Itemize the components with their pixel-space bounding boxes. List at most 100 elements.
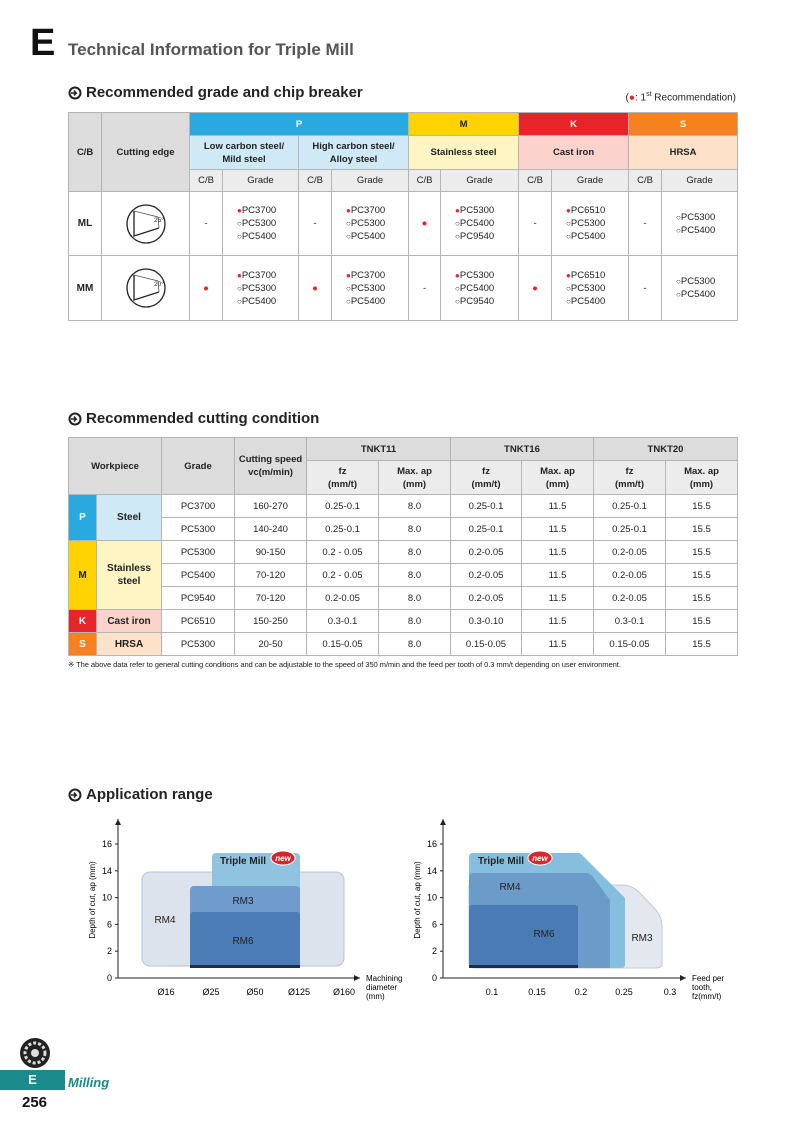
value-cell: 11.5 [521,609,594,633]
cell-line: (mm/t) [614,478,645,490]
grade-cell: ●PC3700 ○PC5300 ○PC5400 [222,191,299,256]
grade-line: ○PC5400 [676,288,737,301]
grade-line: ○PC5400 [566,230,628,243]
cell-line: HRSA [114,638,144,650]
grade-symbol: ○ [676,277,681,286]
grade-cell: ●PC3700 ○PC5300 ○PC5400 [330,191,410,256]
region-label: RM6 [232,936,254,947]
grade-name: PC6510 [570,205,606,216]
cb-mark: - [189,191,223,256]
cb-mark: - [408,255,442,321]
grade-line: ○PC5400 [237,230,298,243]
cb-mark: ● [518,255,553,321]
workpiece-code: M [68,540,97,610]
tool-header: TNKT11 [306,437,451,461]
cell-line: Stainless steel [430,147,497,158]
cell-line: Stainless [107,563,151,574]
value-cell: 0.2 - 0.05 [306,563,379,587]
edge [469,965,578,968]
grade-symbol: ● [566,270,571,280]
grade-line: ○PC5300 [566,282,628,295]
grade-cell: ●PC3700 ○PC5300 ○PC5400 [330,255,410,321]
header-cell: C/B [68,112,102,192]
cell-line: (mm) [402,478,427,490]
value-cell: 0.25-0.1 [450,494,522,518]
value-cell: 15.5 [665,517,738,541]
grade-cell: ●PC5300 ○PC5400 ○PC9540 [440,255,520,321]
grade-table: C/B Cutting edge P M K S Low carbon steel/Mild… [68,112,739,321]
grade-symbol: ○ [455,219,460,228]
sub-header: C/B [518,169,553,192]
data-row: P Steel PC3700 160-270 0.25-0.1 8.0 0.25-0.1 11… [68,494,738,541]
value-cell: PC6510 [161,609,235,633]
grade-symbol: ● [346,270,351,280]
value-cell: 15.5 [665,632,738,656]
x-axis-title: Machining [366,974,402,983]
region-rm6 [190,912,300,968]
value-cell: 160-270 [234,494,307,518]
y-tick-label: 2 [107,946,112,956]
x-axis-title: Feed per [692,974,724,983]
group-header: K [518,112,630,136]
cell-line: (mm/t) [327,478,358,490]
edge-cell: 25° [101,191,190,256]
value-cell: 0.2-0.05 [593,563,666,587]
note: ※ The above data refer to general cuttin… [68,660,621,669]
grade-line: ○PC9540 [455,295,518,308]
grade-name: PC5300 [459,205,495,216]
value-cell: 140-240 [234,517,307,541]
cell-line: Max. ap [684,465,719,477]
header-cell: fz (mm/t) [450,460,522,495]
value-cell: 8.0 [378,563,451,587]
workpiece-name: Steel [96,494,162,541]
value-cell: PC5400 [161,563,235,587]
section-heading: Recommended cutting condition [68,410,319,427]
header-row: fz (mm/t) Max. ap (mm) fz (mm/t) Max. ap (mm) fz… [69,460,738,495]
x-tick-label: 0.1 [486,987,499,997]
y-tick-label: 6 [432,919,437,929]
grade-line: ○PC5300 [346,217,408,230]
edge-angle: 20° [154,281,164,288]
cb-mark: ● [189,255,223,321]
legend-sup: st [646,91,652,98]
grade-line: ●PC6510 [566,204,628,217]
y-tick-label: 14 [427,866,437,876]
grade-line: ○PC9540 [455,230,518,243]
grade-symbol: ○ [566,283,571,293]
grade-symbol: ○ [676,290,681,299]
grade-name: PC5300 [350,282,386,294]
value-cell: 15.5 [665,494,738,518]
grade-line: ○PC5300 [676,275,737,288]
grade-name: PC5300 [570,218,606,229]
sub-header: Grade [661,169,739,192]
edge-cell: 20° [101,255,190,321]
footer-section: Milling [68,1075,110,1090]
region-label: RM4 [499,882,521,893]
region-rm6 [469,905,578,968]
value-cell: 0.2-0.05 [450,540,522,564]
grade-symbol: ○ [676,212,681,222]
grade-name: PC5400 [241,295,277,307]
material-header: Cast iron [518,135,630,170]
grade-line: ○PC5300 [237,282,298,295]
grade-name: PC3700 [241,205,277,216]
value-cell: 0.25-0.1 [306,494,379,518]
y-tick-label: 0 [432,973,437,983]
cb-mark: - [628,255,663,321]
cell-line: Cast iron [552,147,595,158]
x-axis-title: tooth, [692,983,712,992]
cell-line: fz [338,465,347,477]
grade-symbol: ● [237,270,242,280]
region-label: RM3 [232,896,254,907]
grade-symbol: ○ [566,296,571,306]
grade-cell: ●PC5300 ○PC5400 ○PC9540 [440,191,520,256]
sub-header: C/B [628,169,663,192]
data-row: PC5300 140-240 0.25-0.1 8.0 0.25-0.1 11.5 0.25… [69,517,738,541]
x-tick-label: Ø125 [288,987,310,997]
section-title: Recommended cutting condition [86,410,320,427]
workpiece-name: HRSA [96,632,162,656]
value-cell: 15.5 [665,540,738,564]
region-label: RM4 [154,915,176,926]
cell-line: HRSA [669,147,697,158]
grade-cell: ○PC5300 ○PC5400 [661,191,739,256]
